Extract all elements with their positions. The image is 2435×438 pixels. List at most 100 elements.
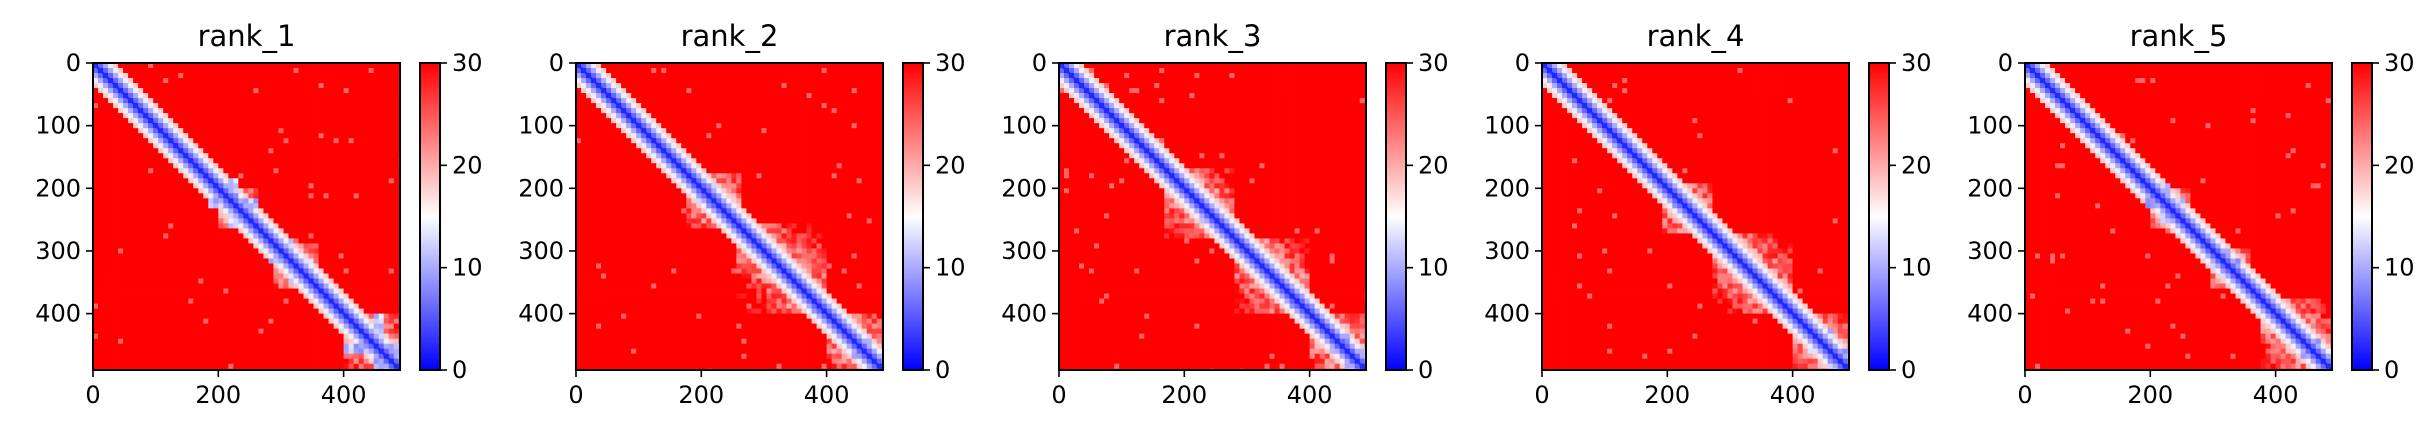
heatmap-cell (856, 68, 863, 74)
heatmap-cell (128, 318, 134, 325)
heatmap-cell (278, 338, 284, 345)
heatmap-cell (626, 128, 632, 134)
heatmap-cell (731, 103, 737, 109)
heatmap-cell (856, 83, 863, 89)
heatmap-cell (303, 303, 309, 309)
heatmap-cell (253, 153, 259, 159)
heatmap-cell (193, 308, 199, 315)
heatmap-cell (751, 63, 757, 69)
heatmap-cell (378, 73, 385, 79)
heatmap-cell (373, 118, 380, 124)
heatmap-cell (128, 308, 134, 315)
heatmap-cell (118, 243, 124, 249)
heatmap-cell (781, 113, 787, 119)
heatmap-cell (93, 363, 99, 370)
heatmap-cell (208, 323, 214, 330)
heatmap-cell (123, 348, 129, 355)
heatmap-cell (168, 303, 174, 309)
heatmap-cell (113, 323, 119, 330)
heatmap-cell (771, 73, 777, 79)
heatmap-cell (253, 133, 259, 139)
heatmap-cell (123, 358, 129, 365)
heatmap-cell (383, 63, 390, 69)
heatmap-cell (293, 103, 299, 109)
heatmap-cell (373, 313, 380, 320)
heatmap-cell (383, 238, 390, 244)
heatmap-cell (631, 78, 637, 84)
heatmap-cell (173, 138, 179, 144)
heatmap-cell (98, 223, 104, 229)
heatmap-cell (363, 283, 370, 289)
heatmap-cell (288, 308, 294, 315)
heatmap-cell (93, 338, 99, 345)
heatmap-cell (303, 228, 309, 234)
heatmap-cell (293, 213, 299, 219)
heatmap-cell (333, 108, 339, 114)
heatmap-cell (308, 238, 314, 244)
heatmap-cell (123, 188, 129, 194)
heatmap-cell (183, 163, 189, 169)
heatmap-cell (178, 198, 184, 204)
heatmap-cell (213, 353, 219, 360)
heatmap-cell (148, 348, 154, 355)
heatmap-cell (223, 228, 229, 234)
heatmap-cell (368, 73, 375, 79)
heatmap-cell (601, 83, 607, 89)
heatmap-cell (188, 298, 194, 304)
heatmap-cell (338, 363, 345, 370)
heatmap-cell (153, 113, 159, 119)
heatmap-cell (313, 358, 319, 365)
heatmap-cell (173, 178, 179, 184)
heatmap-cell (731, 148, 737, 154)
heatmap-cell (348, 233, 355, 239)
heatmap-cell (228, 313, 234, 320)
heatmap-cell (373, 293, 380, 299)
heatmap-cell (591, 118, 597, 124)
heatmap-cell (871, 148, 878, 154)
heatmap-cell (253, 328, 259, 335)
axes-frame (92, 62, 401, 371)
heatmap-cell (791, 148, 797, 154)
heatmap-cell (253, 228, 259, 234)
heatmap-cell (308, 123, 314, 129)
heatmap-cells (576, 63, 884, 371)
heatmap-cell (801, 133, 807, 139)
heatmap-cell (153, 328, 159, 335)
heatmap-cell (841, 78, 848, 84)
heatmap-cell (761, 73, 767, 79)
heatmap-cell (368, 288, 375, 294)
heatmap-cell (736, 63, 742, 69)
heatmap-cell (278, 188, 284, 194)
heatmap-cell (383, 163, 390, 169)
heatmap-cell (393, 138, 400, 144)
heatmap-cell (223, 83, 229, 89)
heatmap-cell (203, 108, 209, 114)
heatmap-cell (228, 143, 234, 149)
heatmap-cell (368, 253, 375, 259)
heatmap-cell (308, 248, 314, 254)
heatmap-cell (228, 343, 234, 350)
heatmap-cell (298, 223, 304, 229)
heatmap-cell (108, 163, 114, 169)
heatmap-cell (178, 173, 184, 179)
heatmap-cell (363, 128, 370, 134)
heatmap-cell (118, 198, 124, 204)
heatmap-cell (103, 278, 109, 284)
heatmap-cell (373, 268, 380, 274)
heatmap-cell (168, 278, 174, 284)
heatmap-cell (208, 318, 214, 325)
heatmap-cell (138, 343, 144, 350)
heatmap-cell (193, 283, 199, 289)
heatmap-cell (303, 138, 309, 144)
heatmap-cell (358, 313, 365, 320)
heatmap-cell (253, 178, 259, 184)
heatmap-cell (158, 323, 164, 330)
heatmap-cell (736, 123, 742, 129)
heatmap-cell (263, 328, 269, 335)
heatmap-cell (188, 163, 194, 169)
heatmap-cell (118, 123, 124, 129)
heatmap-cell (303, 318, 309, 325)
heatmap-cell (716, 103, 722, 109)
heatmap-cell (611, 103, 617, 109)
heatmap-cell (248, 238, 254, 244)
